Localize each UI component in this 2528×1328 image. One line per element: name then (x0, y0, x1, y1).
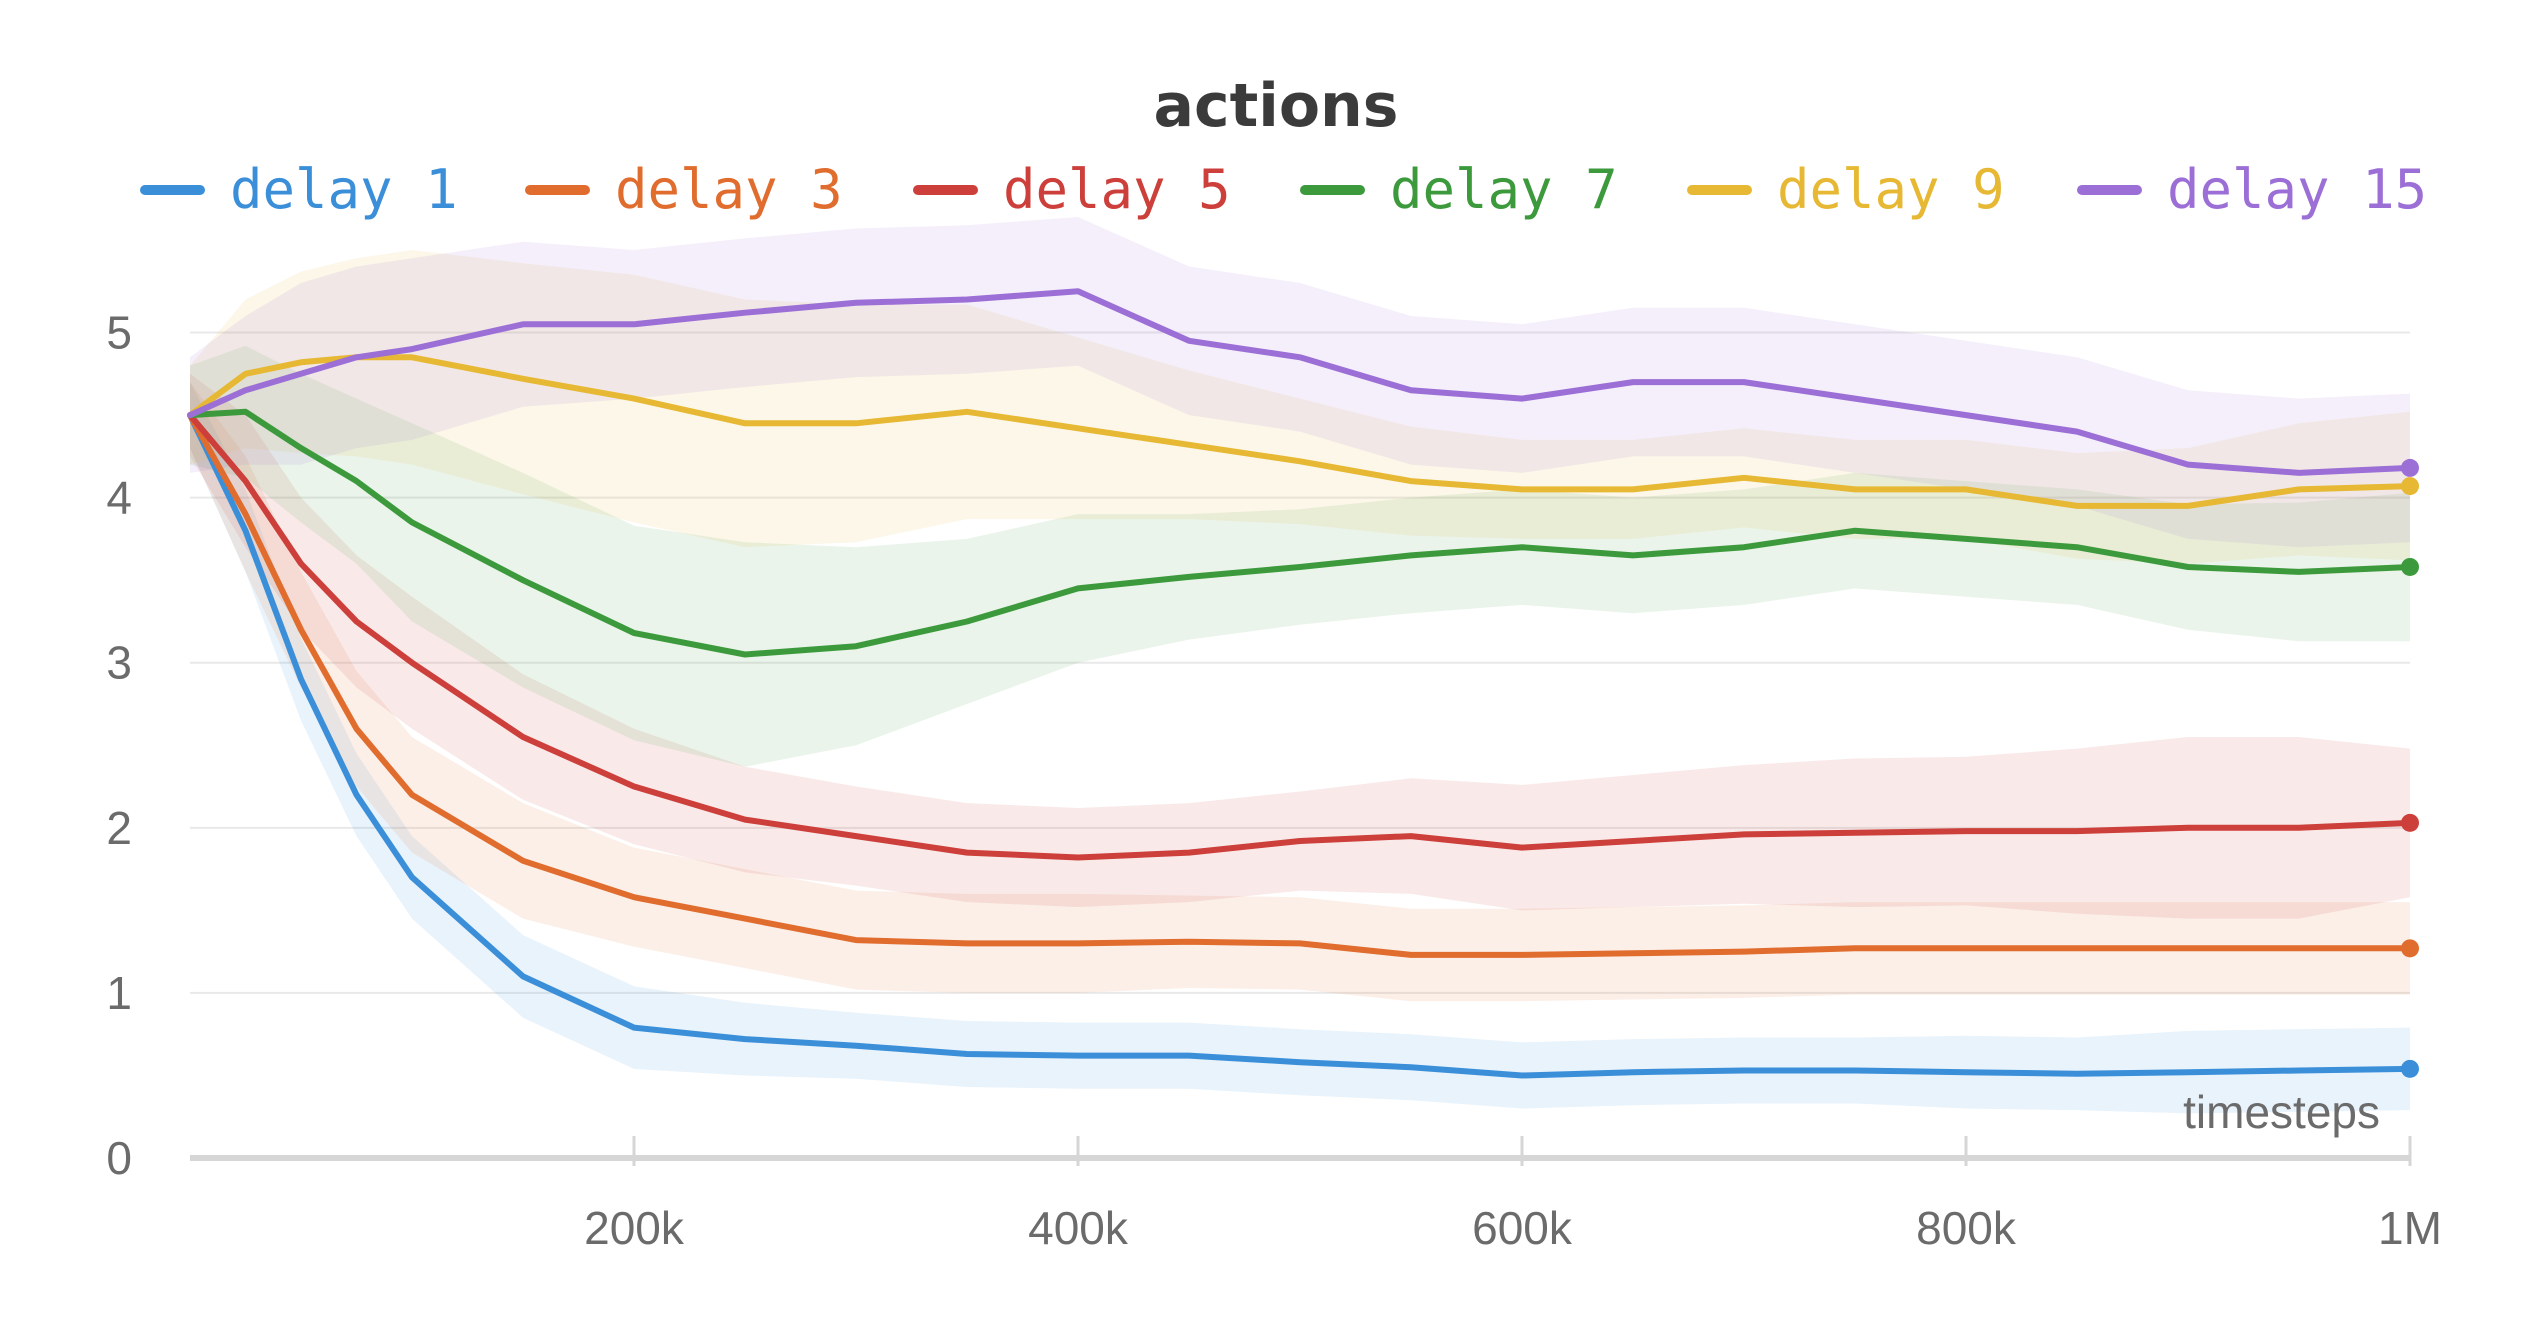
x-tick-label: 600k (1472, 1202, 1573, 1254)
x-tick-label: 1M (2378, 1202, 2442, 1254)
y-tick-label: 1 (106, 967, 132, 1019)
line-delay-5 (187, 412, 2413, 861)
y-tick-label: 3 (106, 637, 132, 689)
x-axis-title: timesteps (2183, 1086, 2380, 1138)
legend-item-delay-3: delay 3 (525, 158, 843, 221)
endpoint-delay-3 (2401, 939, 2419, 958)
line-delay-9 (187, 354, 2413, 509)
legend-label: delay 5 (1003, 158, 1231, 221)
axes: 0 1 2 3 4 5 200k 400k 600k 800k 1M (106, 307, 2442, 1254)
legend-label: delay 1 (230, 158, 458, 221)
legend-item-delay-1: delay 1 (140, 158, 458, 221)
endpoint-delay-5 (2401, 813, 2419, 832)
line-delay-1 (187, 412, 2413, 1079)
x-tick-label: 400k (1028, 1202, 1129, 1254)
endpoint-delay-15 (2401, 458, 2419, 477)
x-tick-label: 800k (1916, 1202, 2017, 1254)
legend-item-delay-9: delay 9 (1687, 158, 2005, 221)
endpoint-delay-7 (2401, 557, 2419, 576)
legend-label: delay 3 (615, 158, 843, 221)
legend: delay 1 delay 3 delay 5 delay 7 delay 9 delay… (140, 158, 2427, 221)
line-delay-15 (187, 288, 2413, 476)
band-delay-15 (190, 217, 2410, 548)
y-tick-label: 5 (106, 307, 132, 359)
legend-label: delay 7 (1390, 158, 1618, 221)
band-delay-5 (190, 373, 2410, 919)
legend-label: delay 9 (1777, 158, 2005, 221)
endpoint-delay-9 (2401, 477, 2419, 496)
band-delay-3 (190, 382, 2410, 1002)
band-delay-9 (190, 250, 2410, 564)
y-tick-label: 2 (106, 802, 132, 854)
band-delay-7 (190, 345, 2410, 767)
chart-title: actions (1154, 71, 1399, 141)
endpoint-delay-1 (2401, 1059, 2419, 1078)
x-tick-label: 200k (584, 1202, 685, 1254)
band-delay-1 (190, 382, 2410, 1114)
legend-item-delay-15: delay 15 (2077, 158, 2427, 221)
y-tick-label: 4 (106, 472, 132, 524)
legend-item-delay-7: delay 7 (1300, 158, 1618, 221)
series-endpoints (2401, 458, 2419, 1078)
legend-label: delay 15 (2167, 158, 2427, 221)
confidence-bands (190, 217, 2410, 1114)
series-lines (187, 288, 2413, 1079)
y-tick-label: 0 (106, 1132, 132, 1184)
line-delay-3 (187, 412, 2413, 958)
legend-item-delay-5: delay 5 (913, 158, 1231, 221)
line-delay-7 (187, 408, 2413, 658)
